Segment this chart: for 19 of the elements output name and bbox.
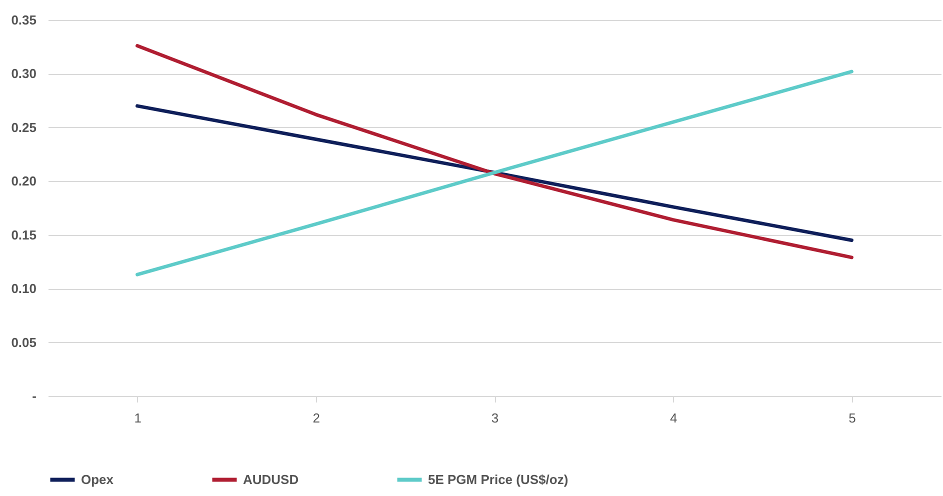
line-series — [136, 44, 854, 260]
legend-label: Opex — [81, 472, 114, 487]
y-tick-label: 0.15 — [11, 227, 36, 242]
y-tick-label: 0.30 — [11, 66, 36, 82]
y-tick-label: 0.05 — [11, 334, 36, 350]
x-tick-label: 5 — [848, 410, 856, 426]
x-tick-label: 4 — [670, 410, 678, 426]
y-tick-label: - — [32, 388, 36, 404]
legend-label: AUDUSD — [243, 472, 299, 487]
line-series — [136, 70, 854, 276]
x-tick-label: 2 — [312, 410, 320, 426]
y-tick-label: 0.35 — [11, 12, 36, 28]
legend-label: 5E PGM Price (US$/oz) — [428, 472, 568, 487]
x-tick-label: 1 — [134, 410, 142, 426]
x-tick-label: 3 — [491, 410, 499, 426]
y-tick-label: 0.25 — [11, 120, 36, 135]
y-tick-label: 0.20 — [11, 174, 36, 189]
line-series — [136, 104, 854, 242]
y-tick-label: 0.10 — [11, 281, 36, 296]
